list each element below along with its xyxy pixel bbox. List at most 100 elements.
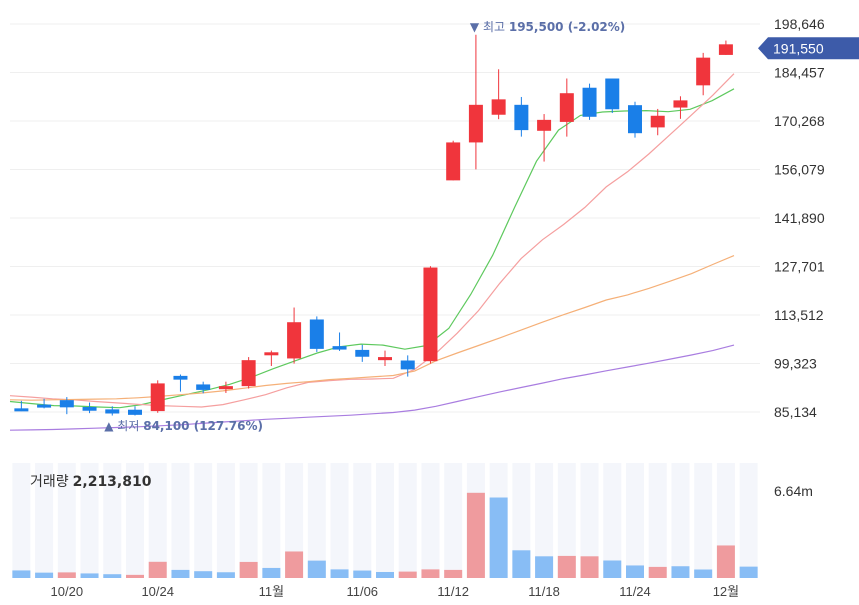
candle-body (309, 319, 324, 349)
volume-bar (307, 560, 326, 578)
volume-column-bg (262, 463, 281, 578)
volume-bar (35, 572, 54, 578)
volume-bar (716, 545, 735, 578)
candle (14, 400, 29, 412)
moving-average-line (9, 255, 735, 401)
candle-body (128, 409, 142, 415)
volume-column-bg (12, 463, 31, 578)
moving-average-line (9, 88, 735, 409)
candle (196, 381, 211, 394)
candle-body (468, 104, 483, 143)
candle (423, 266, 438, 364)
candle (696, 52, 711, 96)
volume-column-bg (239, 463, 258, 578)
volume-column-bg (376, 463, 394, 578)
candle-body (673, 100, 688, 108)
volume-column-bg (671, 463, 690, 578)
candle-body (105, 409, 120, 414)
volume-bar (353, 570, 372, 578)
candle (105, 406, 120, 416)
volume-bar (126, 574, 144, 578)
candle (582, 83, 597, 120)
candle-body (332, 346, 347, 350)
volume-bar (466, 492, 485, 578)
candle-body (150, 383, 165, 412)
volume-bar (603, 560, 622, 578)
volume-bar (103, 574, 122, 578)
candle (514, 96, 529, 137)
volume-bar (80, 573, 99, 578)
y-tick-label: 198,646 (774, 16, 825, 32)
candle-body (264, 352, 279, 356)
candle (218, 381, 233, 393)
volume-column-bg (648, 463, 667, 578)
volume-column-bg (626, 463, 644, 578)
candle (241, 357, 256, 389)
volume-column-bg (148, 463, 167, 578)
volume-column-bg (126, 463, 144, 578)
candle-body (650, 115, 665, 128)
candle-body (537, 119, 552, 131)
volume-bar (739, 566, 758, 578)
volume-value: 2,213,810 (72, 474, 152, 490)
candle (718, 40, 733, 55)
y-tick-label: 127,701 (774, 259, 825, 275)
candle-body (287, 322, 302, 359)
candle (332, 332, 347, 351)
volume-bar (239, 561, 258, 578)
volume-bar (648, 566, 667, 578)
volume-column-bg (330, 463, 349, 578)
candle-body (446, 142, 461, 181)
current-price-label: 191,550 (773, 40, 824, 56)
volume-tick-label: 6.64m (774, 483, 813, 499)
volume-column-bg (603, 463, 622, 578)
candle (650, 108, 665, 136)
volume-column-bg (307, 463, 326, 578)
candle (150, 380, 165, 413)
y-tick-label: 156,079 (774, 162, 825, 178)
candle (628, 101, 642, 138)
candle (355, 344, 370, 362)
volume-column-bg (580, 463, 599, 578)
volume-bar (12, 570, 31, 578)
volume-bar (512, 550, 531, 578)
candle (264, 350, 279, 366)
x-tick-label: 10/20 (51, 584, 84, 599)
candle-body (59, 400, 74, 408)
volume-column-bg (285, 463, 304, 578)
volume-bar (557, 555, 576, 578)
candle-body (14, 408, 29, 412)
volume-column-bg (80, 463, 99, 578)
y-tick-label: 113,512 (774, 307, 824, 323)
volume-bar (194, 571, 213, 578)
volume-bar (671, 566, 690, 578)
volume-bar (489, 497, 508, 578)
y-tick-label: 141,890 (774, 210, 825, 226)
volume-bar (376, 571, 394, 578)
volume-column-bg (739, 463, 758, 578)
candle (537, 114, 552, 162)
current-price-badge (758, 37, 859, 60)
candle-body (605, 78, 620, 110)
volume-bar (398, 571, 417, 578)
y-tick-label: 99,323 (774, 356, 817, 372)
candle-body (423, 267, 438, 362)
candle (82, 402, 97, 414)
candle-body (378, 357, 392, 361)
volume-column-bg (421, 463, 440, 578)
volume-column-bg (535, 463, 554, 578)
volume-bar (171, 569, 190, 578)
x-tick-label: 11/18 (528, 584, 560, 599)
volume-bar (216, 572, 235, 578)
volume-bar (626, 565, 644, 578)
volume-column-bg (398, 463, 417, 578)
candle (128, 406, 142, 416)
volume-column-bg (103, 463, 122, 578)
candle (59, 397, 74, 415)
candle (173, 374, 188, 392)
candle-body (718, 44, 733, 55)
volume-bar (57, 572, 76, 578)
candle (309, 316, 324, 352)
candle (468, 34, 483, 170)
